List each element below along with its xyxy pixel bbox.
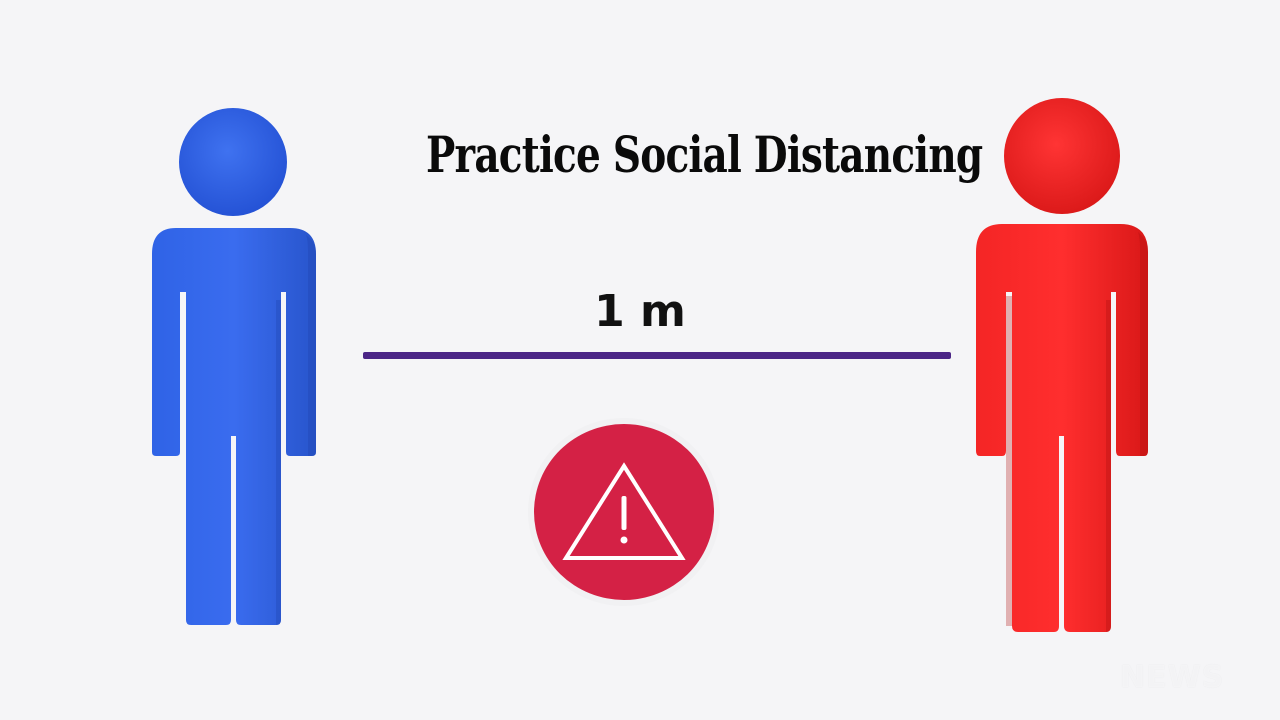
warning-badge bbox=[528, 418, 720, 606]
news-watermark: NEWS bbox=[1120, 660, 1225, 695]
distance-label: 1 m bbox=[594, 286, 686, 337]
warning-triangle-icon bbox=[562, 462, 686, 560]
warning-circle bbox=[534, 424, 714, 600]
red-person-icon bbox=[960, 96, 1160, 641]
distance-line bbox=[363, 352, 951, 359]
blue-person-icon bbox=[140, 100, 330, 635]
headline-title: Practice Social Distancing bbox=[426, 125, 983, 184]
